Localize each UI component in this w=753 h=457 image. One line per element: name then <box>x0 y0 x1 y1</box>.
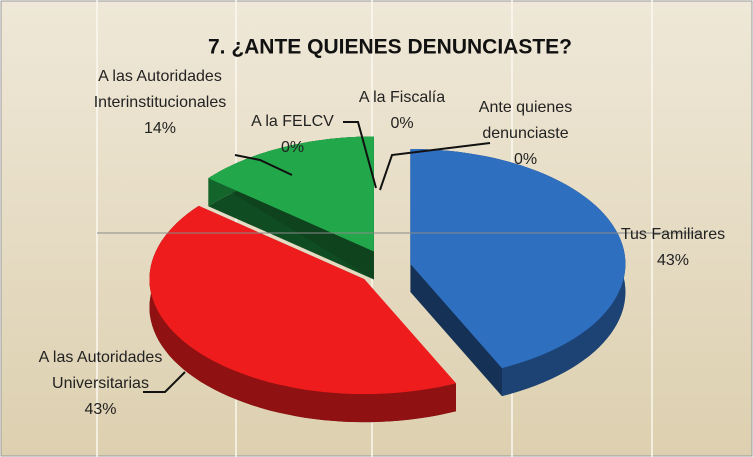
label-value: 0% <box>513 151 538 168</box>
label-value: 0% <box>390 115 414 132</box>
label-value: 43% <box>656 252 690 269</box>
label-name: Tus Familiares <box>620 226 726 243</box>
slice-label: Ante quienes denunciaste 0% <box>458 95 593 173</box>
slice <box>149 205 456 395</box>
slice <box>208 136 374 252</box>
label-name: A la FELCV <box>251 113 334 130</box>
label-value: 0% <box>280 139 305 156</box>
label-value: 14% <box>143 120 177 137</box>
slice-label: A las Autoridades Universitarias 43% <box>38 345 163 423</box>
slice-label: A la FELCV 0% <box>240 109 345 161</box>
slice <box>410 149 626 369</box>
label-name: Ante quienes denunciaste <box>478 99 573 142</box>
leader-lines <box>143 121 491 393</box>
chart-title: 7. ¿ANTE QUIENES DENUNCIASTE? <box>208 36 572 59</box>
label-name: A las Autoridades Interinstitucionales <box>93 68 227 111</box>
label-value: 43% <box>84 401 117 418</box>
slice-label: A las Autoridades Interinstitucionales 14… <box>90 64 230 142</box>
label-name: A las Autoridades Universitarias <box>38 349 163 392</box>
slice-label: A la Fiscalía 0% <box>352 85 452 137</box>
pie <box>149 136 626 423</box>
slice-label: Tus Familiares 43% <box>598 222 748 274</box>
label-name: A la Fiscalía <box>358 89 446 106</box>
slice-wall <box>149 205 456 423</box>
